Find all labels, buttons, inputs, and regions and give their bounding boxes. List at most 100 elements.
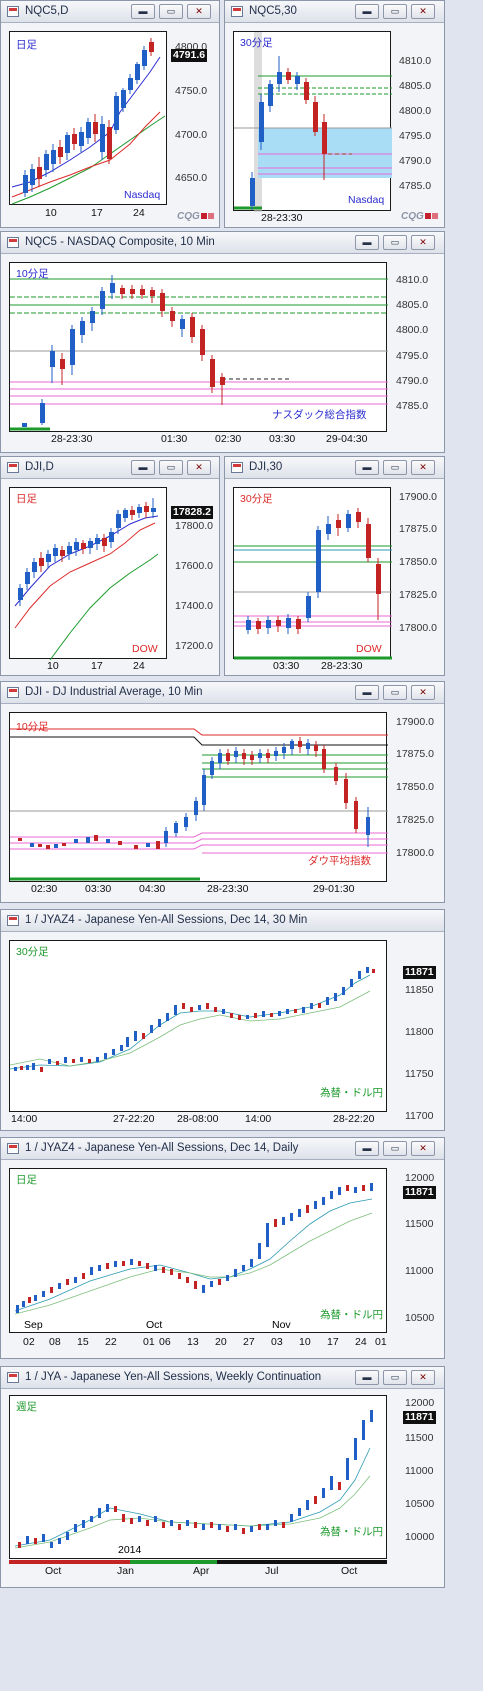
close-button[interactable]: ✕ [411, 685, 435, 700]
instrument-label: Nasdaq [348, 194, 385, 206]
title-bar[interactable]: DJI,D ▬ ▭ ✕ [1, 457, 219, 479]
chart-area[interactable]: 10分足 ナスダック総合指数 [9, 262, 388, 432]
minimize-button[interactable]: ▬ [131, 4, 155, 19]
y-tick: 17850.0 [399, 556, 437, 568]
x-tick: 17 [327, 1336, 339, 1348]
y-tick: 12000 [405, 1172, 435, 1184]
title-bar[interactable]: 1 / JYA - Japanese Yen-All Sessions, Wee… [1, 1367, 444, 1389]
close-button[interactable]: ✕ [187, 460, 211, 475]
price-candles [18, 1410, 373, 1548]
chart-area[interactable]: 30分足 Nasdaq [233, 31, 392, 212]
title-bar[interactable]: DJI,30 ▬ ▭ ✕ [225, 457, 444, 479]
restore-button[interactable]: ▭ [159, 4, 183, 19]
x-tick: 10 [45, 207, 57, 219]
cqg-logo: CQG [177, 211, 214, 222]
y-tick: 11700 [405, 1110, 434, 1122]
month-label: Nov [272, 1319, 291, 1331]
period-label: 30分足 [16, 946, 49, 958]
jya-weekly-window[interactable]: 1 / JYA - Japanese Yen-All Sessions, Wee… [0, 1366, 445, 1588]
x-tick: 10 [47, 660, 59, 672]
y-tick: 4650.0 [175, 172, 208, 184]
minimize-button[interactable]: ▬ [355, 685, 379, 700]
x-tick: 04:30 [139, 883, 166, 895]
minimize-button[interactable]: ▬ [355, 460, 379, 475]
nasdaq-10min-window[interactable]: NQC5 - NASDAQ Composite, 10 Min ▬ ▭ ✕ [0, 231, 445, 453]
x-tick: 24 [355, 1336, 367, 1348]
y-tick: 17900.0 [399, 491, 437, 503]
minimize-button[interactable]: ▬ [131, 460, 155, 475]
title-bar[interactable]: NQC5,30 ▬ ▭ ✕ [225, 1, 444, 23]
title-bar[interactable]: 1 / JYAZ4 - Japanese Yen-All Sessions, D… [1, 1138, 444, 1160]
price-candles [14, 967, 375, 1072]
y-tick: 11000 [405, 1265, 434, 1277]
x-tick: 08 [49, 1336, 61, 1348]
close-button[interactable]: ✕ [411, 1370, 435, 1385]
chart-area[interactable]: 週足 為替・ドル円 2014 [9, 1395, 387, 1559]
last-price-box: 11871 [403, 1411, 436, 1424]
restore-button[interactable]: ▭ [159, 460, 183, 475]
minimize-button[interactable]: ▬ [355, 1141, 379, 1156]
chart-area[interactable]: 日足 為替・ドル円 Sep Oct Nov [9, 1168, 387, 1333]
close-button[interactable]: ✕ [411, 1141, 435, 1156]
title-bar[interactable]: NQC5 - NASDAQ Composite, 10 Min ▬ ▭ ✕ [1, 232, 444, 254]
x-tick: Apr [193, 1565, 210, 1577]
chart-area[interactable]: 30分足 為替・ドル円 [9, 940, 387, 1112]
restore-button[interactable]: ▭ [383, 1370, 407, 1385]
restore-button[interactable]: ▭ [383, 4, 407, 19]
y-tick: 11750 [405, 1068, 434, 1080]
window-title: DJI - DJ Industrial Average, 10 Min [25, 686, 203, 698]
dji-daily-window[interactable]: DJI,D ▬ ▭ ✕ [0, 456, 220, 676]
minimize-button[interactable]: ▬ [355, 1370, 379, 1385]
y-tick: 17875.0 [399, 523, 437, 535]
window-title: NQC5,30 [249, 5, 297, 17]
x-tick: 27-22:20 [113, 1113, 155, 1125]
last-price-box: 17828.2 [171, 506, 213, 519]
chart-area[interactable]: 30分足 DOW [233, 487, 392, 660]
chart-window-icon [7, 237, 19, 248]
chart-area[interactable]: 日足 DOW [9, 487, 167, 660]
candle-chart [14, 498, 159, 660]
candle-chart [234, 32, 392, 212]
restore-button[interactable]: ▭ [383, 460, 407, 475]
x-tick: 24 [133, 207, 145, 219]
window-title: DJI,D [25, 461, 54, 473]
title-bar[interactable]: NQC5,D ▬ ▭ ✕ [1, 1, 219, 23]
y-tick: 4810.0 [399, 55, 432, 67]
title-bar[interactable]: DJI - DJ Industrial Average, 10 Min ▬ ▭ … [1, 682, 444, 704]
y-tick: 4800.0 [396, 324, 429, 336]
close-button[interactable]: ✕ [411, 460, 435, 475]
x-tick: 13 [187, 1336, 199, 1348]
x-tick: 28-23:30 [321, 660, 363, 672]
x-tick: 28-23:30 [261, 212, 303, 224]
dji-10min-window[interactable]: DJI - DJ Industrial Average, 10 Min ▬ ▭ … [0, 681, 445, 903]
chart-area[interactable]: 日足 Nasdaq [9, 31, 167, 205]
last-price-box: 11871 [403, 1186, 436, 1199]
minimize-button[interactable]: ▬ [355, 4, 379, 19]
close-button[interactable]: ✕ [187, 4, 211, 19]
y-tick: 17800.0 [175, 520, 213, 532]
x-tick: 17 [91, 660, 103, 672]
nqc5-daily-window[interactable]: NQC5,D ▬ ▭ ✕ [0, 0, 220, 228]
restore-button[interactable]: ▭ [383, 685, 407, 700]
period-label: 10分足 [16, 721, 49, 733]
candle-chart [10, 728, 388, 881]
chart-window-icon [7, 1372, 19, 1383]
y-tick: 17900.0 [396, 716, 434, 728]
restore-button[interactable]: ▭ [383, 1141, 407, 1156]
nqc5-30min-window[interactable]: NQC5,30 ▬ ▭ ✕ 30分足 Nasda [224, 0, 445, 228]
window-title: DJI,30 [249, 461, 283, 473]
restore-button[interactable]: ▭ [383, 235, 407, 250]
chart-area[interactable]: 10分足 ダウ平均指数 [9, 712, 388, 882]
dji-30min-window[interactable]: DJI,30 ▬ ▭ ✕ 3 [224, 456, 445, 676]
x-tick: 02:30 [215, 433, 242, 445]
close-button[interactable]: ✕ [411, 235, 435, 250]
y-tick: 4785.0 [399, 180, 432, 192]
jyaz4-30min-window[interactable]: 1 / JYAZ4 - Japanese Yen-All Sessions, D… [0, 909, 445, 1131]
jyaz4-daily-window[interactable]: 1 / JYAZ4 - Japanese Yen-All Sessions, D… [0, 1137, 445, 1359]
price-candles [23, 38, 154, 197]
minimize-button[interactable]: ▬ [355, 235, 379, 250]
close-button[interactable]: ✕ [411, 4, 435, 19]
title-bar[interactable]: 1 / JYAZ4 - Japanese Yen-All Sessions, D… [1, 910, 444, 932]
last-price-box: 4791.6 [171, 49, 208, 62]
instrument-label: 為替・ドル円 [320, 1087, 383, 1099]
